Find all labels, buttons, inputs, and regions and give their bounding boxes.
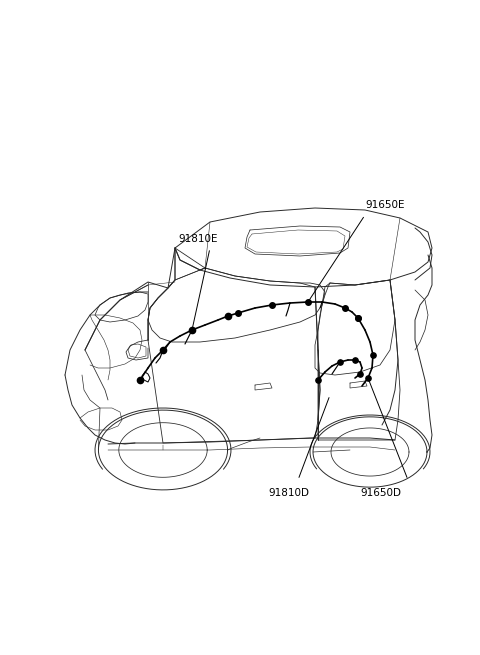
Text: 91810D: 91810D [268, 488, 309, 498]
Text: 91650D: 91650D [360, 488, 401, 498]
Text: 91650E: 91650E [365, 200, 405, 210]
Text: 91810E: 91810E [178, 234, 217, 244]
